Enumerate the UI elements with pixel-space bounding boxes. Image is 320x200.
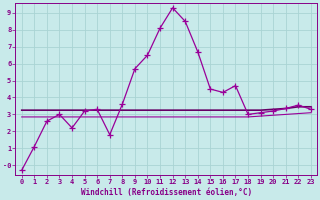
X-axis label: Windchill (Refroidissement éolien,°C): Windchill (Refroidissement éolien,°C)	[81, 188, 252, 197]
